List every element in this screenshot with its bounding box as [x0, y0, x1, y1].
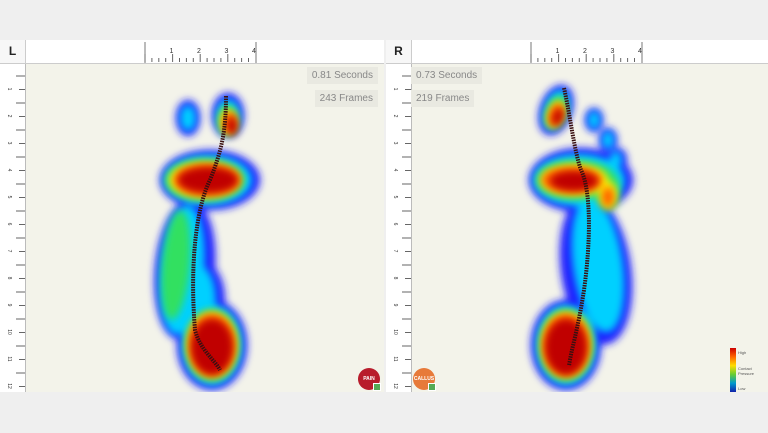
side-ruler-label: 1 [392, 88, 398, 91]
side-ruler-label: 9 [392, 304, 398, 307]
pressure-layer [178, 117, 238, 375]
side-ruler-label: 8 [392, 277, 398, 280]
top-ruler-ticks: 1 2 3 4 [144, 42, 257, 63]
side-ruler: 1 2 3 4 5 6 7 8 9 10 11 12 [386, 64, 412, 392]
check-icon [428, 383, 436, 391]
center-of-pressure-path [562, 87, 591, 367]
side-ruler-label: 7 [6, 250, 12, 253]
badge-text: PAIN [363, 376, 375, 382]
top-ruler-label: 3 [225, 48, 229, 55]
top-ruler-label: 2 [197, 48, 201, 55]
side-ruler-label: 6 [6, 223, 12, 226]
side-ruler-label: 8 [6, 277, 12, 280]
side-ruler-label: 6 [392, 223, 398, 226]
side-ruler-label: 12 [392, 383, 398, 389]
check-icon [373, 383, 381, 391]
side-ruler-label: 10 [6, 329, 12, 335]
side-ruler-label: 2 [392, 115, 398, 118]
left-foot-pressure-map [154, 93, 260, 390]
top-ruler-label: 1 [170, 48, 174, 55]
right-foot-pressure-map [529, 84, 633, 390]
top-ruler-label: 4 [638, 48, 642, 55]
badge-text: CALLUS [413, 376, 435, 382]
legend-title: Contact Pressure [738, 366, 755, 376]
side-label: R [386, 40, 412, 63]
top-ruler-label: 1 [556, 48, 560, 55]
side-ruler-label: 3 [392, 142, 398, 145]
side-ruler: 1 2 3 4 5 6 7 8 9 10 11 12 [0, 64, 26, 392]
legend-high: High [738, 350, 747, 355]
side-ruler-label: 1 [6, 88, 12, 91]
side-ruler-label: 7 [392, 250, 398, 253]
legend-low: Low [738, 386, 746, 391]
top-ruler-label: 4 [252, 48, 256, 55]
side-ruler-label: 4 [6, 169, 12, 172]
top-ruler-label: 2 [583, 48, 587, 55]
side-label: L [0, 40, 26, 63]
side-ruler-label: 2 [6, 115, 12, 118]
side-ruler-label: 4 [392, 169, 398, 172]
pressure-legend: High Contact Pressure Low [730, 348, 762, 392]
top-ruler-label: 3 [611, 48, 615, 55]
frames-label: 243 Frames [314, 90, 378, 107]
side-ruler-label: 5 [6, 196, 12, 199]
duration-label: 0.73 Seconds [411, 67, 483, 84]
pain-badge[interactable]: PAIN [358, 368, 381, 391]
frames-label: 219 Frames [411, 90, 475, 107]
side-ruler-label: 12 [6, 383, 12, 389]
side-ruler-label: 10 [392, 329, 398, 335]
top-ruler: 1 2 3 4 [386, 40, 768, 64]
duration-label: 0.81 Seconds [306, 67, 378, 84]
side-ruler-label: 5 [392, 196, 398, 199]
side-ruler-label: 9 [6, 304, 12, 307]
callus-badge[interactable]: CALLUS [413, 368, 436, 391]
legend-gradient [730, 348, 736, 392]
top-ruler-ticks: 1 2 3 4 [530, 42, 643, 63]
center-of-pressure-path [191, 95, 228, 372]
side-ruler-label: 3 [6, 142, 12, 145]
side-ruler-label: 11 [392, 356, 398, 361]
side-ruler-label: 11 [6, 356, 12, 361]
top-ruler: 1 2 3 4 [0, 40, 384, 64]
